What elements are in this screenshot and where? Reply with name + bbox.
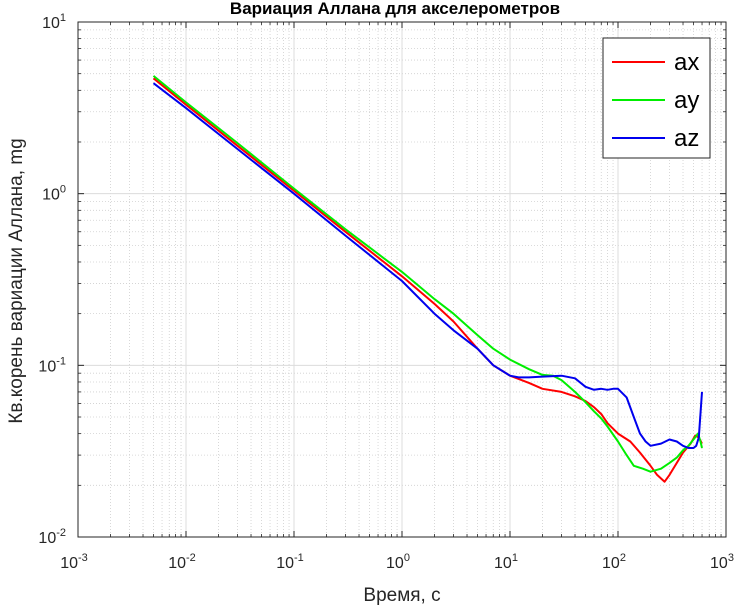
- y-tick-label: 100: [42, 184, 66, 204]
- x-tick-labels: 10-3 10-2 10-1 100 101 102 103: [60, 552, 734, 572]
- series-line-ay: [152, 75, 703, 473]
- x-axis-label: Время, с: [363, 585, 440, 606]
- x-tick-label: 100: [386, 552, 410, 572]
- y-tick-label: 10-1: [38, 355, 66, 375]
- major-grid: [78, 22, 726, 537]
- series-line-ax: [152, 77, 703, 483]
- legend: ax ay az: [602, 37, 711, 159]
- series-layer: [152, 75, 703, 483]
- x-tick-label: 10-1: [276, 552, 304, 572]
- x-tick-label: 10-3: [60, 552, 88, 572]
- legend-label-ay: ay: [674, 87, 699, 114]
- y-tick-label: 10-2: [38, 527, 66, 547]
- x-tick-label: 10-2: [168, 552, 196, 572]
- series-line-az: [152, 82, 703, 449]
- chart-title: Вариация Аллана для акселерометров: [230, 0, 560, 18]
- x-tick-label: 103: [710, 552, 734, 572]
- y-axis-label: Кв.корень вариации Аллана, mg: [6, 138, 27, 423]
- y-tick-labels: 10-2 10-1 100 101: [38, 12, 66, 547]
- legend-label-az: az: [674, 125, 699, 152]
- legend-label-ax: ax: [674, 49, 699, 76]
- y-tick-label: 101: [42, 12, 66, 32]
- x-tick-label: 101: [494, 552, 518, 572]
- axis-ticks: [77, 21, 727, 538]
- x-tick-label: 102: [602, 552, 626, 572]
